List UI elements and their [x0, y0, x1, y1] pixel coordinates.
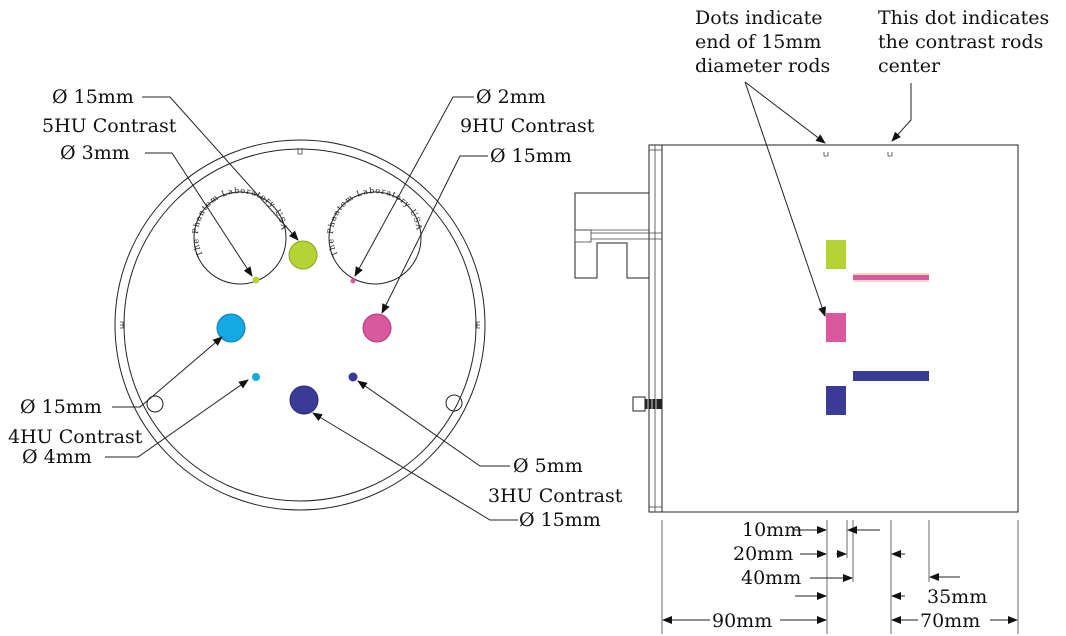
side-rod-lime — [826, 240, 846, 269]
label-4hu-contrast: 4HU Contrast — [8, 426, 143, 448]
label-9hu-15mm: Ø 15mm — [490, 145, 572, 167]
side-screw — [632, 396, 662, 412]
label-5hu-15mm: Ø 15mm — [52, 86, 134, 108]
label-5hu-contrast: 5HU Contrast — [42, 115, 177, 137]
rod-9hu-2mm — [350, 278, 356, 284]
dim-90mm: 90mm — [712, 610, 772, 632]
rod-3hu-5mm — [348, 372, 358, 382]
rod-9hu-15mm — [362, 313, 392, 343]
note-dots-line1: Dots indicate — [695, 7, 823, 29]
phantom-outer-ring — [114, 139, 486, 511]
front-leaders — [105, 96, 518, 521]
side-rod-navy — [826, 386, 846, 415]
rod-4hu-4mm — [252, 373, 260, 381]
label-3hu-15mm: Ø 15mm — [519, 509, 601, 531]
dim-40mm: 40mm — [741, 567, 801, 589]
logo-text-left: The Phantom Laboratory USA — [191, 186, 288, 258]
rod-4hu-15mm — [216, 313, 246, 343]
logo-text-right: The Phantom Laboratory USA — [326, 186, 423, 258]
side-view: Dots indicate end of 15mm diameter rods … — [574, 7, 1049, 634]
side-rod-navy-long — [853, 371, 929, 381]
dim-20mm: 20mm — [733, 543, 793, 565]
rod-3hu-15mm — [289, 385, 319, 415]
logo-disc-right: The Phantom Laboratory USA — [326, 186, 424, 285]
note-center-line3: center — [878, 55, 941, 77]
note-center-line1: This dot indicates — [878, 7, 1049, 29]
dim-70mm: 70mm — [920, 610, 980, 632]
side-rim — [648, 144, 663, 513]
mount-hole-right — [445, 394, 463, 412]
phantom-inner-ring — [123, 148, 477, 502]
alignment-marks — [120, 148, 480, 329]
dim-10mm: 10mm — [742, 519, 802, 541]
label-4hu-4mm: Ø 4mm — [22, 446, 92, 468]
logo-disc-left: The Phantom Laboratory USA — [191, 186, 289, 285]
dim-35mm: 35mm — [927, 586, 987, 608]
note-dots-line2: end of 15mm — [695, 31, 821, 53]
rod-5hu-3mm — [252, 276, 260, 284]
mount-hole-left — [146, 395, 164, 413]
dimension-arrows — [662, 526, 1018, 624]
label-4hu-15mm: Ø 15mm — [20, 396, 102, 418]
svg-text:The Phantom Laboratory USA: The Phantom Laboratory USA — [326, 186, 424, 258]
note-center-line2: the contrast rods — [878, 31, 1043, 53]
rod-center-dot — [887, 152, 893, 157]
rod-5hu-15mm — [288, 240, 318, 270]
mount-bracket — [574, 192, 662, 279]
note-dots-line3: diameter rods — [695, 55, 830, 77]
label-9hu-contrast: 9HU Contrast — [460, 115, 595, 137]
label-3hu-5mm: Ø 5mm — [513, 455, 583, 477]
label-3hu-contrast: 3HU Contrast — [488, 485, 623, 507]
side-rod-magenta — [826, 313, 846, 342]
svg-text:The Phantom Laboratory USA: The Phantom Laboratory USA — [191, 186, 289, 258]
rod-end-dot — [823, 152, 829, 157]
label-5hu-3mm: Ø 3mm — [60, 142, 130, 164]
front-view: The Phantom Laboratory USA The Phantom L… — [8, 86, 623, 531]
note-leaders — [744, 81, 912, 317]
label-9hu-2mm: Ø 2mm — [476, 86, 546, 108]
